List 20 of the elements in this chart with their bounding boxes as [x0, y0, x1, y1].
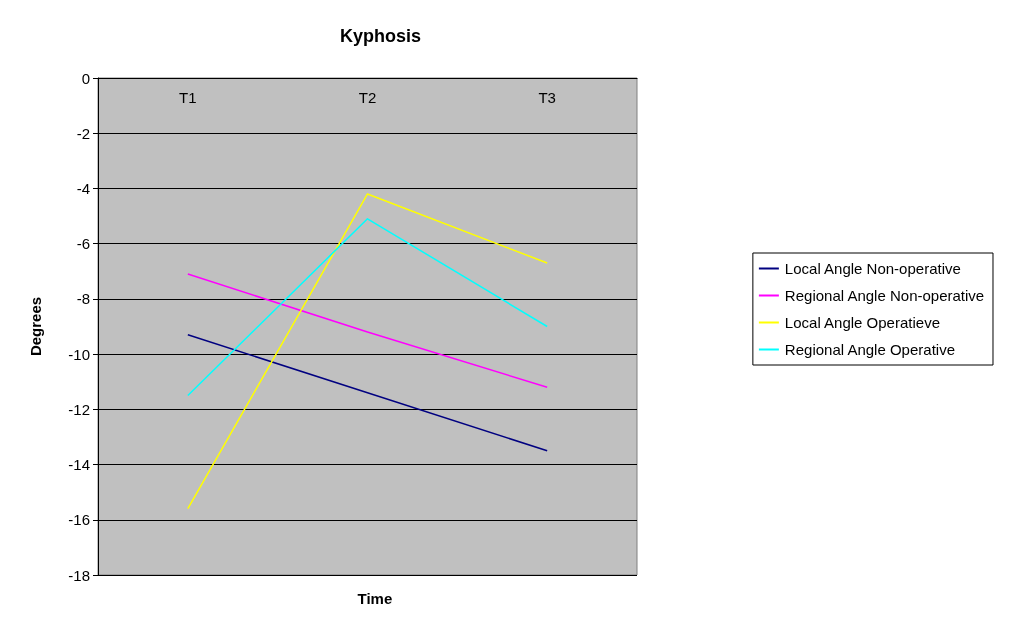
y-tick-label: -2	[76, 124, 90, 142]
y-tick-label: -6	[76, 235, 90, 253]
x-axis-title: Time	[357, 590, 393, 607]
x-tick-label: T2	[358, 89, 377, 106]
y-tick-label: -14	[68, 456, 90, 474]
x-tick-label: T1	[179, 89, 197, 106]
x-tick-label: T3	[538, 89, 556, 106]
y-tick-label: -8	[76, 290, 90, 308]
y-tick-label: -10	[68, 345, 90, 363]
legend-label: Local Angle Operatieve	[784, 314, 940, 331]
y-tick-label: -16	[68, 511, 90, 529]
legend-label: Local Angle Non-operative	[784, 260, 961, 277]
legend-label: Regional Angle Non-operative	[784, 287, 985, 304]
chart-title: Kyphosis	[339, 26, 422, 46]
y-tick-label: -4	[76, 179, 90, 197]
legend-label: Regional Angle Operative	[784, 341, 955, 358]
y-axis-title: Degrees	[27, 296, 44, 357]
y-tick-label: -12	[68, 400, 90, 418]
y-tick-label: 0	[81, 69, 90, 87]
y-tick-label: -18	[68, 566, 90, 584]
